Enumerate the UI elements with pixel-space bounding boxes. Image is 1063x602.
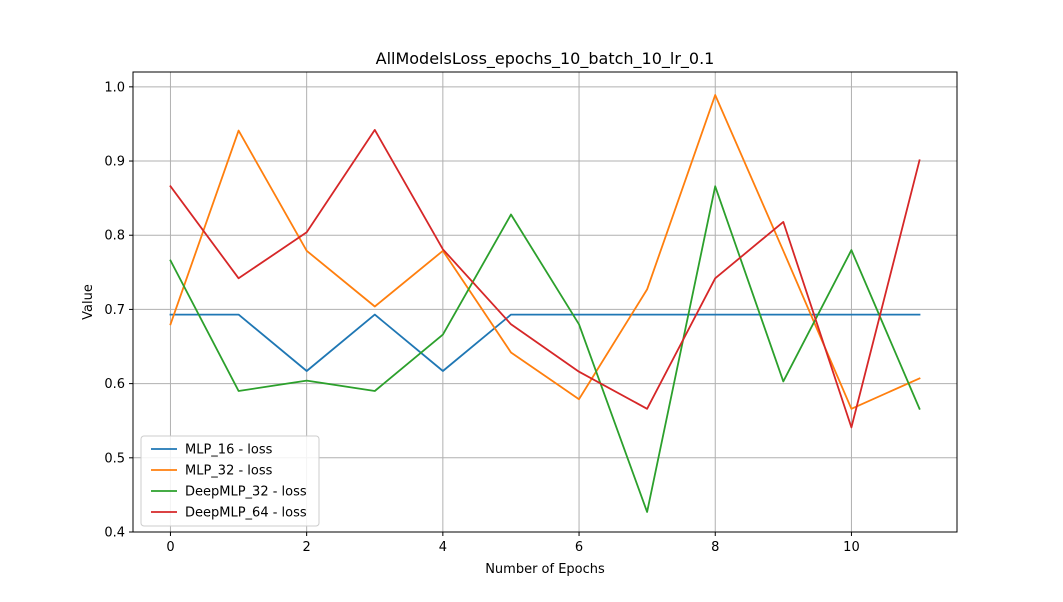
legend: MLP_16 - loss MLP_32 - loss DeepMLP_32 - l… xyxy=(140,435,320,527)
legend-label: MLP_32 - loss xyxy=(185,464,273,479)
y-tick-label: 0.8 xyxy=(104,229,125,244)
y-axis-label: Value xyxy=(81,284,96,320)
series-line-mlp-16-loss xyxy=(169,313,921,372)
legend-label: MLP_16 - loss xyxy=(185,443,273,458)
x-tick-label: 10 xyxy=(843,540,860,555)
y-tick-label: 1.0 xyxy=(104,80,125,95)
legend-label: DeepMLP_64 - loss xyxy=(185,506,307,521)
x-tick-label: 4 xyxy=(439,540,447,555)
x-tick-label: 0 xyxy=(166,540,174,555)
series-line-deepmlp-32-loss xyxy=(169,185,921,513)
y-tick-label: 0.9 xyxy=(104,155,125,170)
y-tick-label: 0.6 xyxy=(104,377,125,392)
axis-ticks: 0 2 4 6 8 10 0.4 0.5 0.6 0.7 0.8 0.9 1.0 xyxy=(104,80,859,555)
series-line-deepmlp-64-loss xyxy=(169,128,921,429)
x-tick-label: 8 xyxy=(711,540,719,555)
y-tick-label: 0.7 xyxy=(104,303,125,318)
x-tick-label: 2 xyxy=(303,540,311,555)
plot-frame xyxy=(132,71,958,533)
y-tick-label: 0.5 xyxy=(104,451,125,466)
chart-title: AllModelsLoss_epochs_10_batch_10_lr_0.1 xyxy=(376,49,715,69)
x-tick-label: 6 xyxy=(575,540,583,555)
legend-label: DeepMLP_32 - loss xyxy=(185,485,307,500)
y-tick-label: 0.4 xyxy=(104,526,125,541)
series-line-mlp-32-loss xyxy=(169,94,921,410)
x-axis-label: Number of Epochs xyxy=(485,562,605,577)
series-lines xyxy=(169,94,921,513)
legend-box xyxy=(140,435,320,527)
